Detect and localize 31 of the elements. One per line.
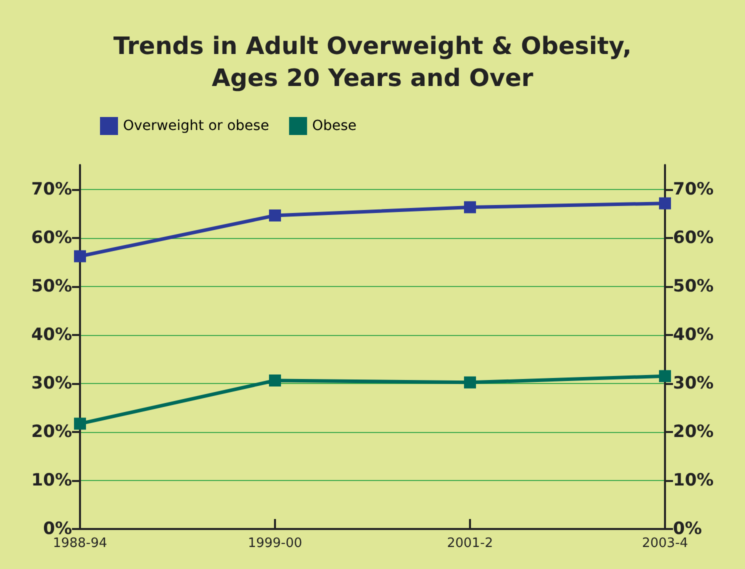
point	[464, 376, 476, 388]
y-tick-label: 20%	[31, 422, 72, 442]
point	[74, 250, 86, 262]
point	[464, 201, 476, 214]
y2-tick-label: 50%	[673, 276, 714, 296]
y-tick-label: 0%	[43, 519, 72, 539]
point	[659, 370, 671, 382]
legend-label: Obese	[312, 118, 357, 134]
y-tick-label: 50%	[31, 276, 72, 296]
y-tick-label: 10%	[31, 470, 72, 490]
x-tick-label: 2001-2	[446, 536, 494, 551]
y2-tick-label: 40%	[673, 324, 714, 345]
point	[269, 374, 281, 386]
y2-tick-label: 0%	[673, 519, 702, 539]
x-tick-label: 2003-4	[642, 536, 688, 551]
point	[269, 209, 281, 222]
y2-tick-label: 20%	[673, 422, 714, 442]
point	[74, 418, 86, 430]
y-tick-label: 70%	[31, 179, 72, 200]
y-tick-label: 60%	[31, 228, 72, 248]
y2-tick-label: 60%	[673, 228, 714, 248]
x-tick-label: 1999-00	[248, 536, 302, 551]
y-tick-label: 40%	[31, 324, 72, 345]
point	[659, 197, 671, 210]
legend-label: Overweight or obese	[123, 118, 270, 134]
y2-tick-label: 30%	[673, 373, 714, 394]
y2-tick-label: 10%	[673, 470, 714, 490]
x-tick-label: 1988-94	[52, 536, 108, 551]
y-tick-label: 30%	[31, 373, 72, 394]
y2-tick-label: 70%	[673, 179, 714, 200]
chart-title: Trends in Adult Overweight & Obesity, Ages 20 Years and Over	[113, 32, 632, 92]
